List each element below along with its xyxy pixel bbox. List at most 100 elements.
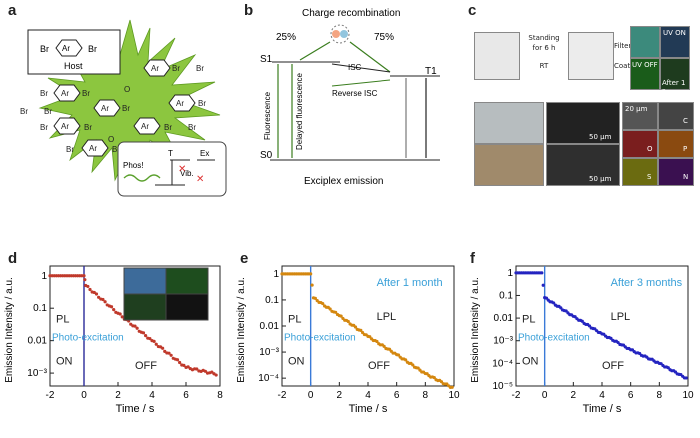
- data-point: [368, 335, 372, 339]
- y-tick-label: 10⁻⁴: [258, 373, 279, 384]
- data-point: [144, 334, 148, 338]
- data-point: [97, 295, 101, 299]
- svg-text:Ar: Ar: [101, 104, 109, 113]
- data-point: [353, 325, 358, 329]
- data-point: [382, 344, 386, 348]
- panel-a-diagram: Br Ar Br Host Ar Br Br Ar Br Ar Br Br Ar B…: [20, 19, 227, 197]
- uv-off: UV OFF: [632, 61, 658, 69]
- x-tick-label: 2: [571, 390, 577, 401]
- data-point: [88, 287, 92, 292]
- data-point: [309, 272, 313, 276]
- vial-photo-2: [568, 32, 614, 80]
- panel-d-label: d: [8, 250, 18, 267]
- svg-text:Br: Br: [40, 123, 48, 132]
- map-label-c: C: [683, 117, 688, 125]
- pct-right: 75%: [374, 32, 394, 43]
- x-tick-label: 4: [365, 390, 371, 401]
- svg-text:Ar: Ar: [176, 99, 184, 108]
- data-point: [404, 358, 408, 362]
- panel-c-label: c: [468, 2, 477, 19]
- inset-photo: [123, 267, 167, 295]
- annotation-pl: PL: [288, 313, 301, 325]
- exciplex-emission: Exciplex emission: [304, 176, 383, 187]
- host-br-right: Br: [88, 44, 97, 54]
- y-tick-label: 10⁻³: [493, 336, 513, 347]
- data-point: [411, 363, 415, 367]
- inset-photo: [123, 293, 167, 321]
- charge-recomb: Charge recombination: [302, 8, 400, 19]
- y-tick-label: 1: [507, 268, 513, 279]
- data-point: [175, 358, 180, 362]
- panel-b-label: b: [244, 2, 254, 19]
- map-label-p: P: [683, 145, 688, 153]
- svg-text:Ar: Ar: [141, 122, 149, 131]
- map-s: S: [622, 158, 658, 186]
- svg-text:O: O: [108, 135, 114, 144]
- after-1s: After 1 s: [662, 79, 686, 95]
- inset-ex: Ex: [200, 149, 209, 158]
- data-point: [214, 373, 218, 377]
- data-point: [334, 310, 338, 314]
- svg-text:Ar: Ar: [89, 144, 97, 153]
- data-point: [83, 278, 87, 282]
- svg-text:Br: Br: [84, 123, 92, 132]
- data-point: [86, 284, 90, 289]
- s0: S0: [260, 150, 273, 161]
- data-point: [82, 274, 86, 278]
- map-label-o: O: [647, 145, 653, 153]
- annotation-off: OFF: [602, 360, 624, 372]
- y-tick-label: 0.1: [499, 290, 513, 301]
- panel-f-label: f: [470, 250, 475, 267]
- svg-text:Ar: Ar: [151, 64, 159, 73]
- x-axis-label: Time / s: [583, 403, 622, 415]
- panel-e-label: e: [240, 250, 249, 267]
- data-point: [109, 305, 114, 309]
- annotation-lpl: LPL: [377, 311, 397, 323]
- crystal-photo-4: 50 μm: [546, 144, 620, 186]
- x-tick-label: 0: [308, 390, 314, 401]
- data-point: [103, 300, 107, 304]
- y-tick-label: 0.01: [28, 336, 48, 347]
- data-point: [169, 353, 173, 357]
- step1c: RT: [539, 62, 549, 70]
- step3: Coating: [614, 62, 642, 70]
- svg-text:Br: Br: [164, 123, 172, 132]
- x-tick-label: 2: [337, 390, 343, 401]
- data-point: [94, 292, 99, 296]
- data-point: [321, 301, 325, 306]
- film-uv-on-a: [630, 26, 660, 58]
- map-n: N: [658, 158, 694, 186]
- data-point: [541, 283, 545, 287]
- data-point: [328, 307, 332, 311]
- y-tick-label: 10⁻³: [27, 368, 47, 379]
- inset-photo: [165, 267, 209, 295]
- data-point: [118, 312, 122, 316]
- data-point: [152, 339, 156, 343]
- x-tick-label: -2: [278, 390, 287, 401]
- annotation-photo: Photo-excitation: [284, 332, 356, 343]
- data-point: [396, 353, 401, 357]
- x-tick-label: 8: [657, 390, 663, 401]
- crystal-photo-3: 50 μm: [546, 102, 620, 144]
- x-tick-label: 6: [394, 390, 400, 401]
- step1b: for 6 h: [532, 44, 556, 52]
- inset-phos: Phos!: [123, 161, 143, 170]
- data-point: [684, 376, 688, 380]
- annotation-off: OFF: [368, 360, 390, 372]
- panel-b-diagram: Charge recombination 25% 75% S1 T1 S0 IS…: [260, 8, 440, 187]
- crystal-photo-1: [474, 102, 544, 144]
- svg-text:Br: Br: [40, 89, 48, 98]
- x-tick-label: 4: [599, 390, 605, 401]
- y-tick-label: 10⁻⁵: [492, 381, 513, 392]
- scale-1: 50 μm: [589, 133, 612, 141]
- data-point: [359, 328, 363, 333]
- uv-on: UV ON: [663, 29, 686, 37]
- data-point: [133, 324, 137, 328]
- data-point: [580, 319, 584, 323]
- y-tick-label: 0.1: [265, 295, 279, 306]
- cross-mark-1: ✕: [178, 164, 186, 175]
- svg-text:Br: Br: [20, 107, 28, 116]
- svg-text:Br: Br: [122, 104, 130, 113]
- host-br-left: Br: [40, 44, 49, 54]
- annotation-note: After 1 month: [377, 277, 443, 289]
